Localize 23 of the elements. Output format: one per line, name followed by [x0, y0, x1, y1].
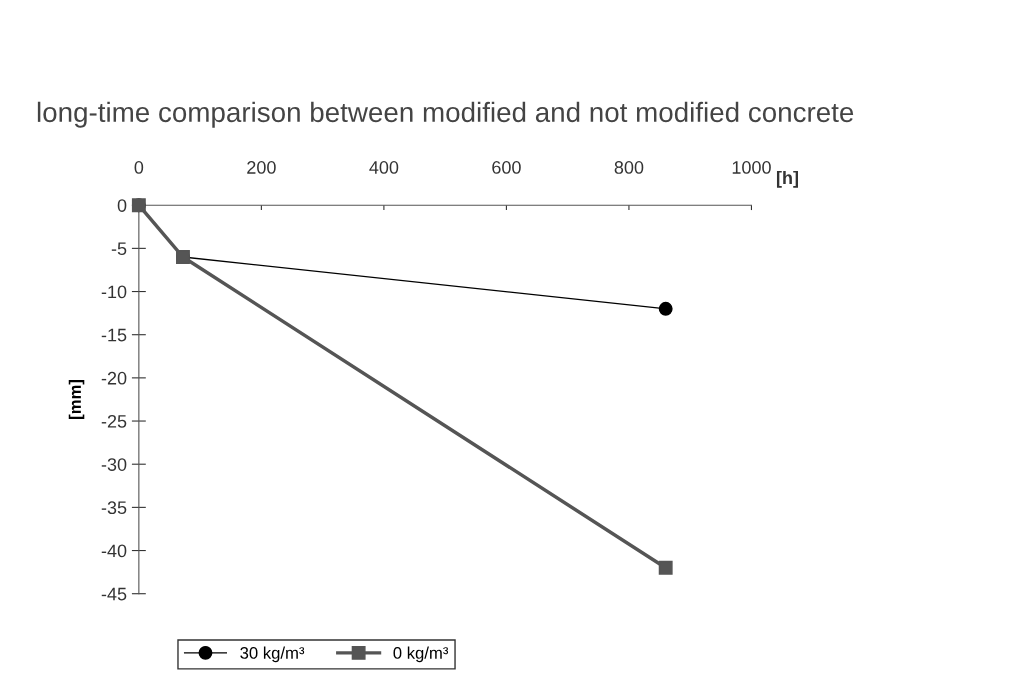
x-tick-label: 800 — [614, 161, 644, 174]
x-tick-label: 200 — [247, 161, 276, 174]
x-tick-label: 400 — [369, 161, 399, 174]
y-tick-label: -15 — [101, 328, 127, 342]
point — [658, 560, 673, 575]
y-tick-label: -40 — [101, 544, 127, 558]
y-axis-title: [mm] — [68, 380, 85, 419]
legend-label: 0 kg/m³ — [393, 646, 449, 663]
chart-title: long-time comparison between modified and not modified concrete — [37, 101, 854, 128]
y-tick-label: -25 — [101, 414, 127, 428]
y-tick-label: -5 — [111, 242, 127, 256]
x-axis-title: [h] — [776, 170, 798, 188]
x-tick-label: 600 — [492, 161, 521, 174]
y-tick-label: -35 — [101, 501, 127, 515]
y-tick-label: -20 — [101, 371, 127, 385]
legend-label: 30 kg/m³ — [240, 646, 305, 663]
y-tick-label: -45 — [101, 587, 127, 601]
y-tick-label: -30 — [101, 458, 127, 471]
point — [658, 301, 673, 316]
x-tick-label: 1000 — [732, 161, 771, 174]
y-tick-label: -10 — [101, 285, 127, 299]
x-tick-label: 0 — [134, 161, 144, 174]
y-tick-label: 0 — [117, 199, 127, 212]
